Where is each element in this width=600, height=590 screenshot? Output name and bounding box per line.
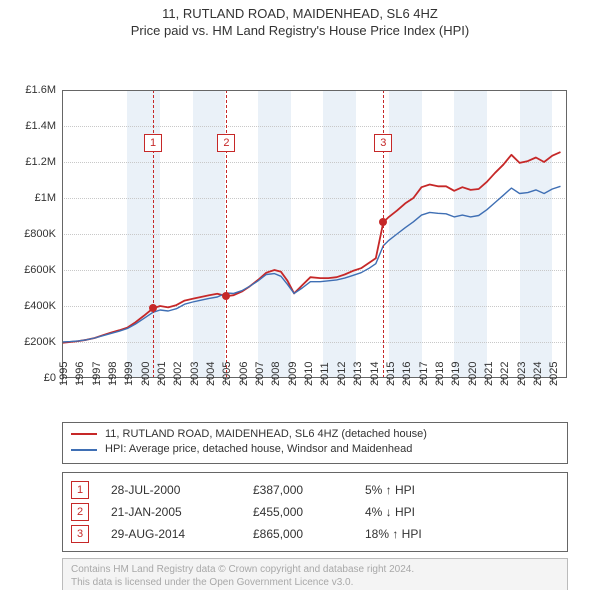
x-tick-label: 2024 [532, 361, 544, 385]
transaction-badge: 3 [71, 525, 89, 543]
legend-box: 11, RUTLAND ROAD, MAIDENHEAD, SL6 4HZ (d… [62, 422, 568, 464]
marker-badge-2: 2 [217, 134, 235, 152]
legend-label: 11, RUTLAND ROAD, MAIDENHEAD, SL6 4HZ (d… [105, 427, 427, 442]
x-tick-label: 2016 [401, 361, 413, 385]
x-tick-label: 1995 [58, 361, 70, 385]
footer-line1: Contains HM Land Registry data © Crown c… [71, 563, 559, 576]
transaction-date: 28-JUL-2000 [111, 483, 231, 497]
legend-row: HPI: Average price, detached house, Wind… [71, 442, 559, 457]
transaction-badge: 2 [71, 503, 89, 521]
x-tick-label: 2020 [467, 361, 479, 385]
legend-row: 11, RUTLAND ROAD, MAIDENHEAD, SL6 4HZ (d… [71, 427, 559, 442]
transaction-price: £387,000 [253, 483, 343, 497]
transaction-date: 29-AUG-2014 [111, 527, 231, 541]
x-tick-label: 2015 [385, 361, 397, 385]
x-tick-label: 2014 [369, 361, 381, 385]
marker-badge-3: 3 [374, 134, 392, 152]
x-tick-label: 2018 [434, 361, 446, 385]
x-tick-label: 2021 [483, 361, 495, 385]
x-tick-label: 2009 [287, 361, 299, 385]
transaction-row: 2 21-JAN-2005 £455,000 4% ↓ HPI [71, 501, 559, 523]
chart-title-block: 11, RUTLAND ROAD, MAIDENHEAD, SL6 4HZ Pr… [0, 0, 600, 40]
x-tick-label: 2011 [319, 362, 331, 386]
y-tick-label: £1.6M [25, 84, 62, 96]
marker-dot-1 [149, 304, 157, 312]
y-tick-label: £1.2M [25, 156, 62, 168]
transaction-pct: 4% ↓ HPI [365, 505, 485, 519]
chart-container: 123 £0£200K£400K£600K£800K£1M£1.2M£1.4M£… [0, 40, 600, 378]
x-tick-label: 1996 [74, 361, 86, 385]
transaction-pct: 5% ↑ HPI [365, 483, 485, 497]
legend-swatch [71, 449, 97, 451]
x-tick-label: 2008 [270, 361, 282, 385]
x-tick-label: 2013 [352, 361, 364, 385]
transaction-row: 3 29-AUG-2014 £865,000 18% ↑ HPI [71, 523, 559, 545]
x-tick-label: 2022 [499, 361, 511, 385]
marker-dot-3 [379, 218, 387, 226]
footer-line2: This data is licensed under the Open Gov… [71, 576, 559, 589]
x-tick-label: 2000 [140, 361, 152, 385]
plot-area: 123 £0£200K£400K£600K£800K£1M£1.2M£1.4M£… [62, 90, 567, 378]
x-tick-label: 2012 [336, 361, 348, 385]
x-tick-label: 2019 [450, 361, 462, 385]
x-tick-label: 1997 [91, 361, 103, 385]
line-series-svg [62, 90, 567, 378]
legend-swatch [71, 433, 97, 435]
series-price_paid [62, 152, 561, 343]
x-tick-label: 2001 [156, 361, 168, 385]
footer-attribution: Contains HM Land Registry data © Crown c… [62, 558, 568, 590]
x-tick-label: 2010 [303, 361, 315, 385]
y-tick-label: £600K [24, 264, 62, 276]
x-tick-label: 2005 [221, 361, 233, 385]
transaction-price: £865,000 [253, 527, 343, 541]
legend-label: HPI: Average price, detached house, Wind… [105, 442, 412, 457]
x-tick-label: 1998 [107, 361, 119, 385]
y-tick-label: £1.4M [25, 120, 62, 132]
x-tick-label: 1999 [123, 361, 135, 385]
x-tick-label: 2017 [418, 361, 430, 385]
y-tick-label: £200K [24, 336, 62, 348]
x-tick-label: 2003 [189, 361, 201, 385]
series-hpi [62, 186, 561, 342]
marker-badge-1: 1 [144, 134, 162, 152]
transaction-price: £455,000 [253, 505, 343, 519]
transaction-date: 21-JAN-2005 [111, 505, 231, 519]
x-tick-label: 2006 [238, 361, 250, 385]
transactions-table: 1 28-JUL-2000 £387,000 5% ↑ HPI 2 21-JAN-2005… [62, 472, 568, 552]
transaction-row: 1 28-JUL-2000 £387,000 5% ↑ HPI [71, 479, 559, 501]
y-tick-label: £400K [24, 300, 62, 312]
chart-title-line1: 11, RUTLAND ROAD, MAIDENHEAD, SL6 4HZ [0, 6, 600, 23]
chart-title-line2: Price paid vs. HM Land Registry's House … [0, 23, 600, 40]
x-tick-label: 2007 [254, 361, 266, 385]
x-tick-label: 2025 [548, 361, 560, 385]
transaction-pct: 18% ↑ HPI [365, 527, 485, 541]
x-tick-label: 2002 [172, 361, 184, 385]
transaction-badge: 1 [71, 481, 89, 499]
marker-dot-2 [222, 292, 230, 300]
y-tick-label: £800K [24, 228, 62, 240]
x-tick-label: 2023 [516, 361, 528, 385]
x-tick-label: 2004 [205, 361, 217, 385]
y-tick-label: £1M [35, 192, 62, 204]
